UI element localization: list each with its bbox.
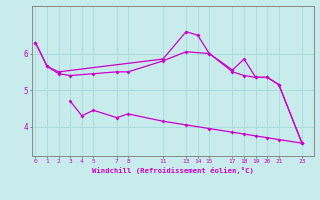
X-axis label: Windchill (Refroidissement éolien,°C): Windchill (Refroidissement éolien,°C) xyxy=(92,167,254,174)
